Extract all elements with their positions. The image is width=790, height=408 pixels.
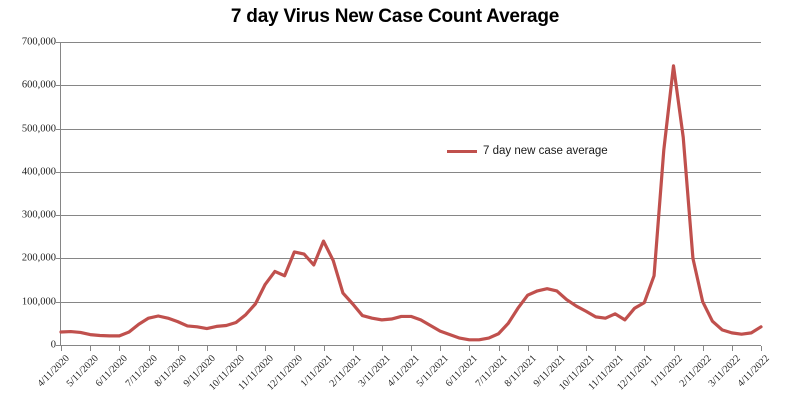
gridline (61, 128, 761, 130)
gridline (61, 215, 761, 217)
gridline (61, 345, 761, 346)
gridline (61, 42, 761, 43)
y-axis-tick-label: 400,000 (21, 166, 56, 178)
x-axis-tick-mark (644, 346, 646, 351)
y-axis-tick-mark (56, 42, 61, 43)
chart-title: 7 day Virus New Case Count Average (230, 6, 560, 27)
x-axis-tick-mark (440, 346, 442, 351)
gridline (61, 301, 761, 303)
gridline (61, 171, 761, 173)
x-axis-tick-mark (731, 346, 733, 351)
y-axis-tick-mark (56, 215, 61, 217)
y-axis-tick-mark (56, 85, 61, 87)
y-axis-tick-mark (56, 171, 61, 173)
y-axis-tick-label: 500,000 (21, 123, 56, 135)
gridline (61, 85, 761, 87)
y-axis-tick-label: 200,000 (21, 252, 56, 264)
x-axis-tick-mark (352, 346, 354, 351)
x-axis-tick-mark (177, 346, 179, 351)
y-axis-tick-mark (56, 345, 61, 346)
x-axis-tick-mark (61, 346, 62, 351)
chart-legend: 7 day new case average (447, 145, 608, 157)
x-axis-tick-mark (673, 346, 675, 351)
x-axis-tick-mark (265, 346, 267, 351)
gridline (61, 258, 761, 260)
y-axis-tick-label: 700,000 (21, 36, 56, 48)
x-axis-tick-mark (498, 346, 500, 351)
x-axis-tick-mark (469, 346, 471, 351)
legend-swatch-icon (447, 149, 477, 153)
x-axis-tick-mark (586, 346, 587, 351)
legend-label: 7 day new case average (483, 145, 608, 157)
x-axis-tick-mark (411, 346, 412, 351)
x-axis-tick-mark (615, 346, 617, 351)
x-axis-tick-mark (206, 346, 208, 351)
y-axis-tick-label: 100,000 (21, 296, 56, 308)
y-axis-tick-mark (56, 128, 61, 130)
x-axis-tick-mark (527, 346, 529, 351)
x-axis-tick-mark (381, 346, 383, 351)
x-axis-tick-mark (119, 346, 121, 351)
x-axis-tick-mark (148, 346, 150, 351)
x-axis-tick-mark (90, 346, 92, 351)
x-axis-tick-mark (761, 346, 762, 351)
x-axis-tick-mark (294, 346, 296, 351)
y-axis-tick-mark (56, 258, 61, 260)
x-axis-tick-mark (556, 346, 558, 351)
y-axis-tick-mark (56, 301, 61, 303)
series-line-7-day-new-case-average (59, 64, 763, 342)
y-axis-line (60, 42, 61, 346)
y-axis-tick-label: 0 (50, 339, 56, 351)
x-axis-tick-mark (323, 346, 325, 351)
x-axis-tick-mark (236, 346, 237, 351)
y-axis-tick-label: 300,000 (21, 209, 56, 221)
y-axis-tick-label: 600,000 (21, 79, 56, 91)
x-axis-tick-mark (702, 346, 704, 351)
